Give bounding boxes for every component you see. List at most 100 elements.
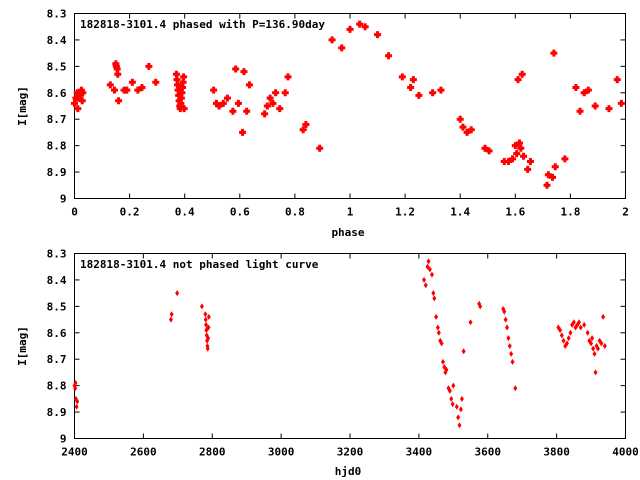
data-point [440, 358, 445, 365]
data-point [205, 345, 210, 352]
data-point [544, 171, 552, 179]
x-tick-label: 1.2 [395, 206, 415, 219]
data-point [436, 329, 441, 336]
data-point [578, 324, 583, 331]
data-point [524, 165, 532, 173]
data-point [409, 76, 417, 84]
y-tick-label: 8.9 [47, 166, 67, 179]
data-point [561, 337, 566, 344]
data-point [316, 144, 324, 152]
y-tick-label: 8.5 [47, 300, 67, 313]
data-point [179, 78, 187, 86]
unphased-light-curve-panel: 182818-3101.4 not phased light curve hjd… [16, 248, 639, 479]
data-point [178, 84, 186, 91]
data-point [429, 89, 437, 97]
data-point [422, 276, 427, 283]
data-point [178, 89, 186, 97]
data-point [503, 316, 508, 323]
data-point [506, 335, 511, 342]
data-point [219, 99, 227, 107]
data-point [505, 324, 510, 331]
data-point [450, 401, 455, 408]
data-point [500, 158, 508, 165]
data-point [177, 94, 185, 102]
data-point [584, 86, 592, 94]
data-point [564, 340, 569, 347]
x-tick-labels: 2400 2600 2800 3000 3200 3400 3600 3800 4000 [61, 446, 639, 459]
y-tick-label: 8.6 [47, 87, 67, 100]
data-point [599, 340, 604, 347]
y-tick-label: 8.8 [47, 380, 67, 393]
data-point [276, 105, 284, 113]
data-point [212, 99, 220, 107]
y-tick-label: 8.7 [47, 353, 67, 366]
data-point [592, 350, 597, 357]
data-point [79, 89, 87, 97]
data-point [423, 282, 428, 289]
data-point [299, 126, 307, 134]
data-point [174, 81, 182, 89]
data-point [284, 73, 292, 81]
plot-frame [74, 13, 626, 199]
x-axis-label: hjd0 [335, 465, 362, 478]
x-tick-label: 3000 [268, 446, 295, 459]
tick-marks [74, 13, 626, 199]
data-point [356, 20, 364, 28]
data-point [437, 86, 445, 94]
data-point [435, 324, 440, 331]
data-point [577, 319, 582, 326]
data-point [385, 52, 393, 60]
data-point [502, 308, 507, 315]
data-point [425, 263, 430, 270]
data-point [138, 84, 146, 91]
y-tick-label: 8.3 [47, 8, 67, 21]
data-point [429, 271, 434, 278]
data-point [263, 102, 271, 110]
data-point [281, 89, 289, 97]
data-point [507, 343, 512, 349]
data-point [566, 335, 571, 342]
data-point [590, 335, 595, 342]
data-point [73, 380, 78, 386]
data-point [513, 385, 518, 392]
data-point [114, 70, 122, 78]
data-point [361, 23, 369, 31]
data-point [515, 139, 523, 147]
data-point [459, 123, 467, 131]
data-points [71, 20, 625, 189]
x-tick-label: 1 [347, 206, 354, 219]
data-point [613, 76, 621, 84]
data-point [266, 94, 274, 102]
data-point [513, 150, 521, 158]
x-tick-label: 2 [622, 206, 629, 219]
data-point [468, 319, 473, 326]
data-point [459, 395, 464, 402]
data-point [605, 105, 613, 113]
data-point [302, 121, 310, 128]
data-point [504, 158, 512, 165]
data-point [511, 142, 519, 150]
data-point [115, 97, 123, 105]
data-point [591, 345, 596, 352]
data-point [463, 128, 471, 136]
data-point [551, 163, 559, 171]
data-point [451, 382, 456, 389]
data-point [123, 86, 131, 94]
data-point [568, 329, 573, 336]
x-tick-label: 4000 [612, 446, 639, 459]
data-point [593, 369, 598, 376]
data-point [585, 329, 590, 336]
data-point [73, 385, 78, 392]
data-point [456, 414, 461, 421]
data-point [526, 158, 534, 165]
x-tick-label: 0.6 [230, 206, 250, 219]
data-point [203, 311, 208, 318]
data-point [223, 94, 231, 102]
x-tick-label: 3200 [337, 446, 364, 459]
data-point [514, 76, 522, 84]
data-point [467, 126, 475, 134]
x-tick-label: 1.6 [505, 206, 525, 219]
y-tick-label: 9 [60, 193, 67, 206]
data-point [439, 340, 444, 347]
data-point [234, 99, 242, 107]
